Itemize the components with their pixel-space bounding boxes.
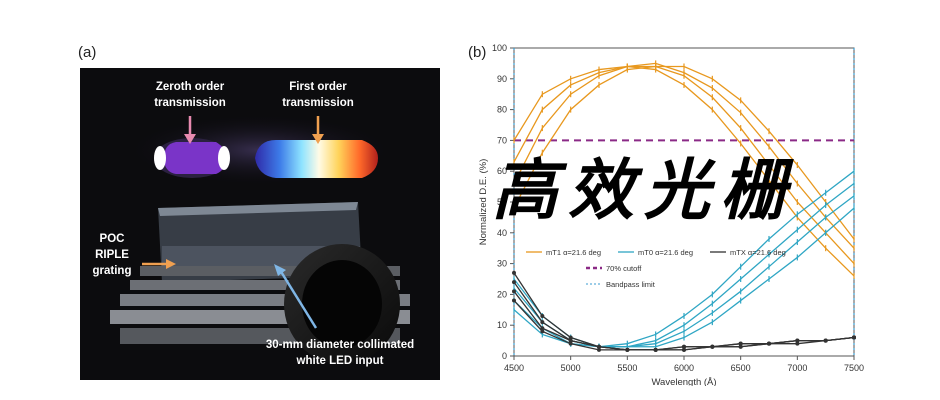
legend-label-3: 70% cutoff	[606, 264, 642, 273]
x-tick-label-6500: 6500	[731, 363, 751, 373]
y-tick-label-90: 90	[497, 74, 507, 84]
y-tick-label-10: 10	[497, 320, 507, 330]
series-8-point-1	[540, 313, 545, 318]
series-8-point-0	[512, 270, 516, 275]
series-8-point-2	[568, 335, 573, 340]
y-tick-label-80: 80	[497, 105, 507, 115]
panel-b-label: (b)	[468, 44, 487, 61]
series-11-point-1	[540, 329, 545, 334]
first-order-spectrum	[255, 140, 378, 178]
y-tick-label-40: 40	[497, 228, 507, 238]
zeroth-order-label-line1: Zeroth order	[156, 81, 225, 93]
series-11-point-12	[852, 335, 856, 340]
legend-label-2: mTX α=21.6 deg	[730, 248, 786, 257]
series-9-point-0	[512, 280, 516, 285]
y-tick-label-70: 70	[497, 135, 507, 145]
series-11-point-9	[767, 341, 771, 346]
grating-label-line2: RIPLE	[95, 249, 129, 261]
series-10-point-0	[512, 289, 516, 294]
series-9-point-1	[540, 320, 545, 325]
annotation-arrows	[142, 116, 324, 329]
series-10-point-1	[540, 326, 545, 331]
y-axis-label: Normalized D.E. (%)	[478, 159, 489, 246]
series-11-point-7	[710, 344, 715, 349]
series-11-point-6	[682, 347, 686, 352]
series-11-point-11	[823, 338, 828, 343]
x-tick-label-4500: 4500	[504, 363, 524, 373]
grating-label-line1: POC	[100, 233, 125, 245]
x-tick-label-7000: 7000	[787, 363, 807, 373]
series-11-point-2	[568, 341, 573, 346]
y-tick-label-50: 50	[497, 197, 507, 207]
chart-legend: mT1 α=21.6 deg mT0 α=21.6 deg mTX α=21.6 d…	[526, 248, 786, 289]
grating-photograph: Zeroth order transmission First order tr…	[80, 68, 440, 380]
legend-label-4: Bandpass limit	[606, 280, 656, 289]
watermark-text: 高效光栅	[492, 152, 796, 229]
x-tick-label-7500: 7500	[844, 363, 864, 373]
first-order-label-line1: First order	[289, 81, 347, 93]
grating-label-line3: grating	[93, 265, 132, 277]
zeroth-order-label-line2: transmission	[154, 97, 226, 109]
series-11-point-10	[795, 341, 800, 346]
x-tick-label-6000: 6000	[674, 363, 694, 373]
y-tick-label-20: 20	[497, 289, 507, 299]
led-lens-housing	[284, 244, 400, 364]
y-tick-label-30: 30	[497, 259, 507, 269]
zeroth-order-spot	[154, 138, 230, 178]
panel-a-label: (a)	[78, 44, 97, 61]
y-tick-label-0: 0	[502, 351, 507, 361]
series-11-point-5	[653, 347, 658, 352]
series-10-point-10	[795, 338, 800, 343]
legend-label-1: mT0 α=21.6 deg	[638, 248, 693, 257]
series-10-point-3	[597, 344, 601, 349]
input-label-line2: white LED input	[296, 355, 384, 367]
x-tick-label-5500: 5500	[617, 363, 637, 373]
diffraction-efficiency-chart: 0 10 20 30 40 50 60 70 80 90 100 4500 5000 5500 6000 65…	[468, 34, 888, 386]
series-11-point-4	[625, 347, 630, 352]
series-11-point-3	[597, 347, 601, 352]
x-tick-label-5000: 5000	[561, 363, 581, 373]
y-tick-label-100: 100	[492, 43, 507, 53]
series-10-point-2	[568, 338, 573, 343]
legend-label-0: mT1 α=21.6 deg	[546, 248, 601, 257]
series-11-point-0	[512, 298, 516, 303]
input-label-line1: 30-mm diameter collimated	[266, 339, 414, 351]
series-11-point-8	[738, 344, 743, 349]
first-order-label-line2: transmission	[282, 97, 354, 109]
series-9-point-6	[682, 344, 686, 349]
x-axis-label: Wavelength (Å)	[651, 377, 716, 386]
y-tick-label-60: 60	[497, 166, 507, 176]
series-9-point-8	[738, 341, 743, 346]
